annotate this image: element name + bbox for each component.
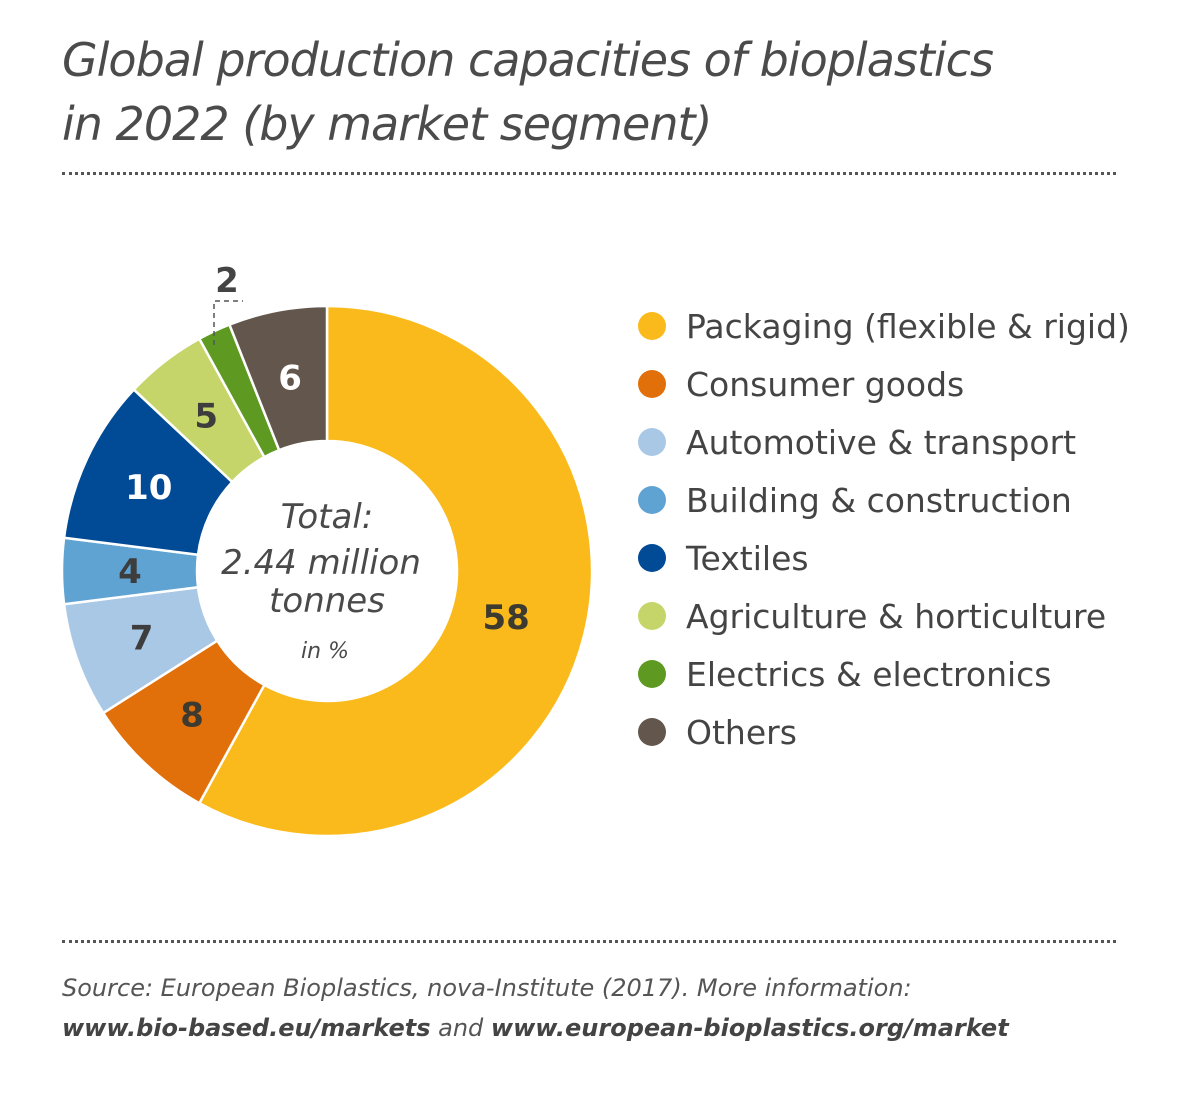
- legend-item: Packaging (flexible & rigid): [638, 297, 1130, 355]
- divider-top: [62, 172, 1116, 175]
- legend-label: Others: [686, 712, 797, 752]
- link-european-bioplastics[interactable]: www.european-bioplastics.org/market: [490, 1014, 1009, 1042]
- legend-swatch: [638, 718, 666, 746]
- leader-line: [213, 300, 243, 345]
- legend-label: Electrics & electronics: [686, 654, 1052, 694]
- slice-label-7: 6: [278, 358, 302, 398]
- legend-swatch: [638, 486, 666, 514]
- slice-7: [227, 304, 329, 452]
- legend-item: Automotive & transport: [638, 413, 1130, 471]
- legend-swatch: [638, 370, 666, 398]
- slice-label-1: 8: [180, 696, 204, 736]
- legend-item: Agriculture & horticulture: [638, 587, 1130, 645]
- link-bio-based[interactable]: www.bio-based.eu/markets: [62, 1014, 431, 1042]
- source-note: Source: European Bioplastics, nova-Insti…: [62, 968, 1009, 1048]
- title-line-1: Global production capacities of bioplast…: [62, 33, 994, 87]
- slice-label-5: 5: [194, 396, 218, 436]
- slice-label-6: 2: [215, 261, 239, 301]
- center-percent-note: in %: [301, 639, 349, 664]
- legend-swatch: [638, 544, 666, 572]
- legend-label: Agriculture & horticulture: [686, 596, 1107, 636]
- title-line-2: in 2022 (by market segment): [62, 97, 712, 151]
- legend-swatch: [638, 428, 666, 456]
- slice-label-3: 4: [118, 552, 142, 592]
- legend-item: Consumer goods: [638, 355, 1130, 413]
- source-text: Source: European Bioplastics, nova-Insti…: [62, 974, 912, 1002]
- legend-item: Others: [638, 703, 1130, 761]
- legend: Packaging (flexible & rigid) Consumer goo…: [638, 297, 1130, 761]
- legend-label: Consumer goods: [686, 364, 965, 404]
- legend-swatch: [638, 312, 666, 340]
- legend-label: Textiles: [686, 538, 809, 578]
- legend-label: Packaging (flexible & rigid): [686, 306, 1130, 346]
- legend-label: Building & construction: [686, 480, 1072, 520]
- center-total-label: Total:: [281, 497, 373, 537]
- source-and: and: [430, 1014, 491, 1042]
- legend-item: Textiles: [638, 529, 1130, 587]
- slice-label-0: 58: [483, 598, 530, 638]
- legend-item: Building & construction: [638, 471, 1130, 529]
- slice-0: [197, 304, 594, 838]
- legend-label: Automotive & transport: [686, 422, 1077, 462]
- center-total-value: 2.44 million: [221, 543, 421, 583]
- slice-label-2: 7: [130, 619, 154, 659]
- chart-title: Global production capacities of bioplast…: [62, 28, 994, 156]
- legend-item: Electrics & electronics: [638, 645, 1130, 703]
- center-total-unit: tonnes: [269, 581, 385, 621]
- divider-bottom: [62, 940, 1116, 943]
- legend-swatch: [638, 602, 666, 630]
- slice-label-4: 10: [125, 468, 172, 508]
- legend-swatch: [638, 660, 666, 688]
